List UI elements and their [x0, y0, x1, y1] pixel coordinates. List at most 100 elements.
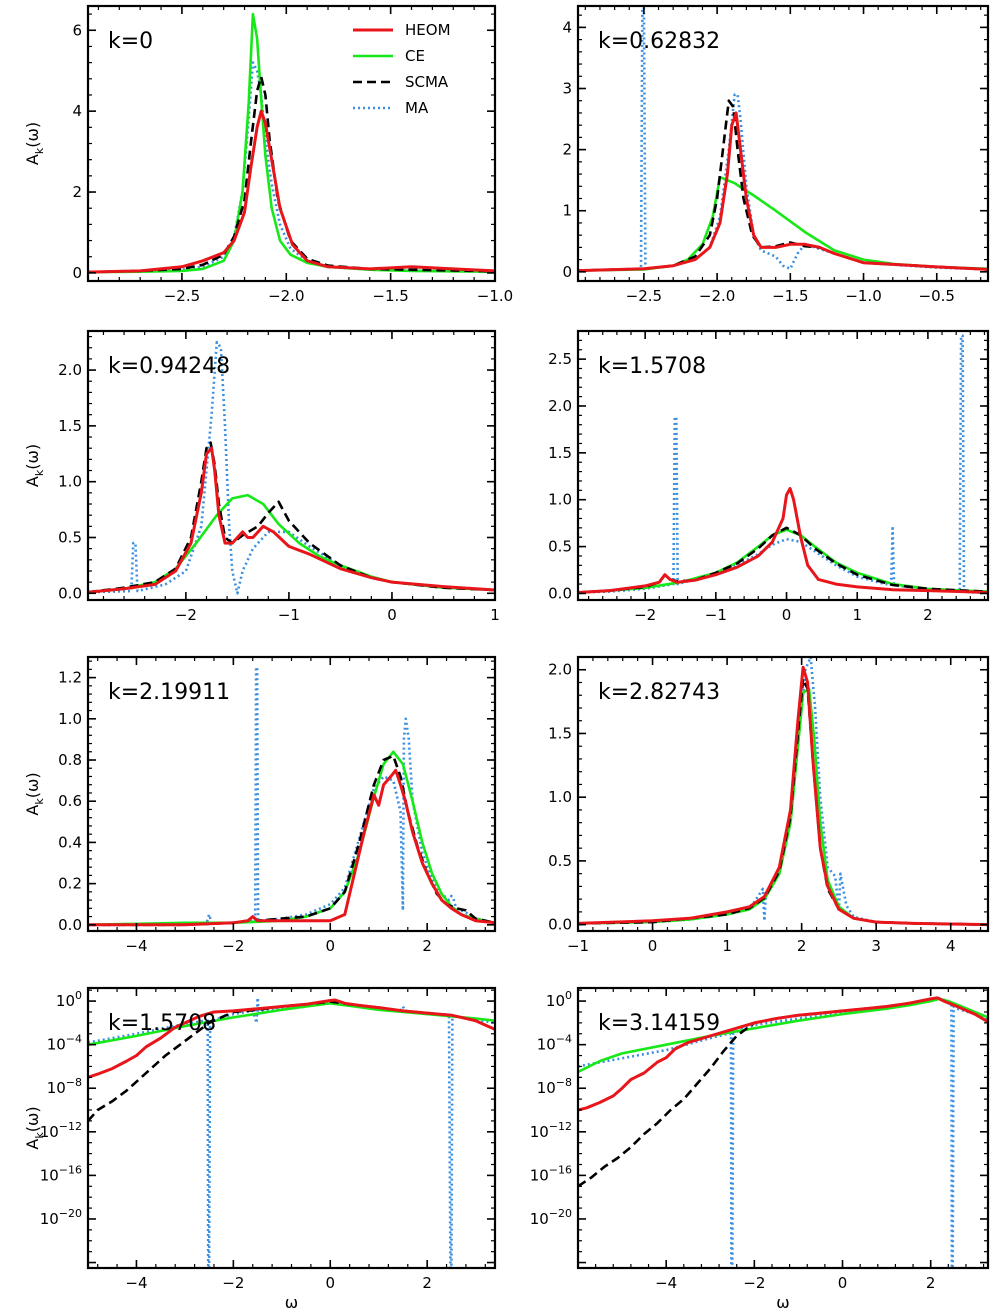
series-ma-line: [578, 334, 988, 594]
x-tick-label: −4: [125, 937, 147, 955]
series-group: [88, 12, 495, 274]
series-heom-line: [578, 996, 988, 1112]
y-tick-label: 2: [562, 141, 572, 159]
series-group: [88, 340, 495, 595]
y-tick-label: 0.5: [548, 852, 572, 870]
series-ce-line: [88, 493, 495, 594]
x-tick-label: −2.5: [164, 287, 200, 305]
y-tick-label: 1.5: [58, 417, 82, 435]
y-tick-label: 10−4: [537, 1033, 572, 1054]
y-tick-label: 6: [72, 21, 82, 39]
y-tick-label: 1: [562, 202, 572, 220]
y-tick-label: 0.0: [58, 916, 82, 934]
series-scma-line: [88, 754, 495, 927]
y-tick-label: 4: [72, 102, 82, 120]
panel-5: −4 −2 0 2 0.0 0.2 0.4 0.6 0.8 1.0 1.2 k=2.19911 Ak(ω…: [23, 655, 497, 955]
y-tick-label: 10−12: [40, 1120, 82, 1141]
y-tick-label: 0.0: [58, 584, 82, 602]
y-tick-label: 10−20: [40, 1207, 82, 1228]
series-heom-line: [578, 487, 988, 594]
series-heom-line: [88, 768, 495, 927]
panel-label: k=3.14159: [598, 1011, 720, 1036]
x-tick-label: 0: [325, 1274, 335, 1292]
x-tick-label: 2: [422, 937, 432, 955]
series-heom-line: [578, 111, 988, 273]
x-tick-label: −4: [125, 1274, 147, 1292]
x-tick-label: 3: [871, 937, 881, 955]
series-ma-line: [578, 657, 988, 926]
y-tick-label: 1.0: [58, 473, 82, 491]
y-tick-label: 3: [562, 80, 572, 98]
y-tick-label: 10−20: [530, 1207, 572, 1228]
y-axis-label: Ak(ω): [23, 1106, 46, 1149]
x-tick-label: 1: [852, 606, 862, 624]
x-tick-label: 2: [422, 1274, 432, 1292]
x-tick-label: −2: [175, 606, 197, 624]
y-tick-label: 0.5: [58, 528, 82, 546]
panel-3: −2 −1 0 1 0.0 0.5 1.0 1.5 2.0 k=0.94248 Ak(ω): [23, 329, 500, 624]
x-tick-label: −2: [743, 1274, 765, 1292]
plot-frame: [576, 655, 990, 933]
x-tick-label: −4: [655, 1274, 677, 1292]
panel-8: −4 −2 0 2 100 10−4 10−8 10−12 10−16 10−20 k=3.1415…: [530, 986, 990, 1312]
x-tick-label: −1.5: [372, 287, 408, 305]
x-tick-label: 2: [797, 937, 807, 955]
plot-frame: [86, 329, 497, 602]
x-tick-label: −1.0: [477, 287, 513, 305]
y-tick-label: 100: [56, 989, 82, 1010]
x-tick-label: 0: [648, 937, 658, 955]
series-scma-line: [88, 75, 495, 274]
x-tick-label: −2: [222, 937, 244, 955]
panel-2: −2.5 −2.0 −1.5 −1.0 −0.5 0 1 2 3 4 k=0.62832: [562, 4, 990, 305]
series-group: [578, 6, 988, 273]
series-heom-line: [88, 998, 495, 1079]
x-tick-label: 0: [782, 606, 792, 624]
series-ma-line: [88, 340, 495, 595]
x-tick-label: 2: [923, 606, 933, 624]
series-heom-line: [578, 665, 988, 927]
x-tick-label: 4: [946, 937, 956, 955]
plot-frame: [576, 329, 990, 602]
series-scma-line: [578, 677, 988, 926]
x-tick-label: 0: [325, 937, 335, 955]
legend-label-ce: CE: [405, 47, 425, 65]
y-tick-label: 0.6: [58, 792, 82, 810]
x-tick-label: −2.0: [699, 287, 735, 305]
series-group: [88, 665, 495, 927]
y-tick-label: 1.0: [58, 710, 82, 728]
y-tick-label: 10−8: [47, 1076, 82, 1097]
y-tick-label: 1.2: [58, 669, 82, 687]
series-ma-line: [88, 996, 495, 1268]
y-tick-label: 2.0: [58, 361, 82, 379]
y-tick-label: 1.5: [548, 444, 572, 462]
y-tick-label: 0.0: [548, 916, 572, 934]
x-tick-label: −1.5: [772, 287, 808, 305]
panel-label: k=2.82743: [598, 680, 720, 705]
x-tick-label: −2.0: [268, 287, 304, 305]
series-ce-line: [578, 687, 988, 926]
series-scma-line: [578, 526, 988, 594]
y-tick-label: 0.2: [58, 875, 82, 893]
y-axis-label: Ak(ω): [23, 444, 46, 487]
panel-6: −1 0 1 2 3 4 0.0 0.5 1.0 1.5 2.0 k=2.82743: [548, 655, 990, 955]
y-tick-label: 10−12: [530, 1120, 572, 1141]
legend-label-scma: SCMA: [405, 73, 449, 91]
y-tick-label: 10−4: [47, 1033, 82, 1054]
y-tick-label: 1.0: [548, 788, 572, 806]
series-heom-line: [88, 446, 495, 594]
panel-7: −4 −2 0 2 100 10−4 10−8 10−12 10−16 10−20 k=1.5708…: [23, 986, 497, 1312]
series-ce-line: [578, 997, 988, 1074]
series-heom-line: [88, 109, 495, 274]
legend-label-heom: HEOM: [405, 21, 451, 39]
series-group: [578, 657, 988, 927]
x-tick-label: −1: [278, 606, 300, 624]
x-tick-label: −2: [222, 1274, 244, 1292]
x-tick-label: 0: [838, 1274, 848, 1292]
y-tick-label: 0.4: [58, 833, 82, 851]
y-tick-label: 10−16: [530, 1163, 572, 1184]
panel-label: k=1.5708: [108, 1011, 216, 1036]
panel-label: k=0: [108, 29, 153, 54]
x-tick-label: −2.5: [626, 287, 662, 305]
y-tick-label: 10−16: [40, 1163, 82, 1184]
